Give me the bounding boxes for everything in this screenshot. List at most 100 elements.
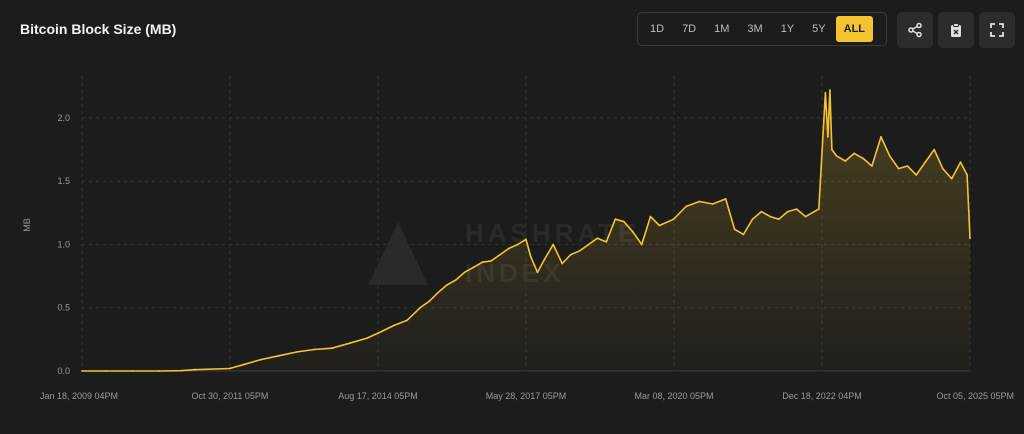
range-all-button[interactable]: ALL: [835, 16, 874, 42]
data-point: [561, 262, 564, 265]
data-point: [472, 266, 475, 269]
data-point: [587, 243, 590, 246]
data-point: [950, 177, 953, 180]
data-point: [871, 165, 873, 167]
data-point: [131, 370, 134, 372]
data-point: [824, 91, 827, 94]
fullscreen-icon: [990, 23, 1004, 37]
data-point: [751, 218, 754, 221]
series-area: [82, 90, 970, 371]
data-point: [260, 358, 262, 361]
data-point: [614, 218, 617, 221]
fullscreen-button[interactable]: [979, 12, 1015, 48]
data-point: [835, 155, 838, 157]
y-axis-ticks: 0.0 0.5 1.0 1.5 2.0: [57, 113, 70, 376]
data-point: [966, 174, 968, 176]
data-point: [499, 253, 501, 256]
data-point: [180, 369, 183, 372]
x-tick-label: Mar 08, 2020 05PM: [634, 391, 713, 401]
data-point: [924, 161, 927, 164]
range-5y-button[interactable]: 5Y: [812, 23, 826, 35]
y-tick-label: 1.5: [57, 176, 70, 186]
x-tick-label: May 28, 2017 05PM: [486, 391, 567, 401]
x-tick-label: Oct 30, 2011 05PM: [192, 391, 269, 401]
y-axis-label: MB: [22, 218, 32, 232]
data-point: [897, 167, 900, 170]
data-point: [508, 247, 510, 250]
data-point: [419, 306, 422, 309]
data-point: [623, 220, 625, 223]
data-point: [277, 354, 280, 357]
data-point: [804, 215, 807, 218]
clipboard-icon: [951, 23, 961, 37]
x-tick-label: Jan 18, 2009 04PM: [40, 391, 118, 401]
data-point: [536, 271, 539, 274]
data-point: [392, 324, 395, 327]
data-point: [742, 233, 745, 236]
range-1d-button[interactable]: 1D: [650, 23, 665, 35]
x-tick-label: Oct 05, 2025 05PM: [936, 391, 1014, 401]
data-point: [831, 148, 833, 151]
data-point: [640, 243, 643, 246]
copy-button[interactable]: [938, 12, 974, 48]
data-point: [769, 215, 772, 218]
data-point: [915, 174, 918, 176]
data-point: [242, 363, 245, 366]
range-1y-button[interactable]: 1Y: [780, 23, 795, 35]
range-3m-button[interactable]: 3M: [747, 23, 763, 35]
data-point: [406, 319, 408, 322]
data-point: [543, 258, 546, 261]
data-point: [672, 218, 675, 221]
data-point: [330, 347, 333, 350]
data-point: [941, 167, 944, 170]
y-tick-label: 1.0: [57, 239, 70, 249]
data-point: [817, 208, 820, 211]
data-point: [888, 155, 891, 157]
data-point: [698, 200, 701, 203]
y-tick-label: 2.0: [57, 113, 70, 123]
data-point: [516, 243, 519, 246]
data-point: [228, 367, 231, 370]
x-tick-label: Dec 18, 2022 04PM: [782, 391, 862, 401]
watermark-logo-icon: [368, 222, 428, 285]
range-1m-button[interactable]: 1M: [714, 23, 730, 35]
data-point: [827, 136, 829, 138]
data-point: [959, 161, 962, 164]
share-button[interactable]: [897, 12, 933, 48]
data-point: [158, 370, 160, 372]
time-range-selector: 1D 7D 1M 3M 1Y 5Y ALL: [637, 12, 887, 46]
range-7d-button[interactable]: 7D: [682, 23, 697, 35]
data-point: [844, 160, 847, 162]
data-point: [366, 337, 368, 339]
data-point: [829, 89, 831, 91]
data-point: [295, 351, 298, 353]
data-point: [760, 210, 763, 213]
data-point: [481, 261, 484, 264]
data-point: [733, 228, 736, 231]
x-tick-label: Aug 17, 2014 05PM: [338, 391, 418, 401]
data-point: [569, 253, 572, 256]
y-tick-label: 0.5: [57, 303, 70, 313]
x-axis-ticks: Jan 18, 2009 04PM Oct 30, 2011 05PM Aug 17…: [40, 391, 1014, 401]
data-point: [596, 237, 599, 240]
data-point: [552, 243, 555, 246]
data-point: [455, 279, 457, 281]
data-point: [786, 210, 789, 213]
data-point: [853, 152, 856, 155]
data-point: [525, 238, 527, 241]
data-point: [348, 342, 351, 345]
data-point: [105, 370, 107, 372]
data-point: [969, 237, 971, 240]
data-point: [437, 291, 439, 294]
y-tick-label: 0.0: [57, 366, 70, 376]
data-point: [605, 241, 608, 243]
data-point: [81, 370, 83, 372]
data-point: [631, 230, 634, 233]
page-title: Bitcoin Block Size (MB): [20, 21, 177, 37]
data-point: [711, 203, 714, 205]
data-point: [463, 271, 466, 274]
data-point: [880, 136, 882, 138]
data-point: [530, 256, 532, 258]
data-point: [862, 157, 864, 160]
